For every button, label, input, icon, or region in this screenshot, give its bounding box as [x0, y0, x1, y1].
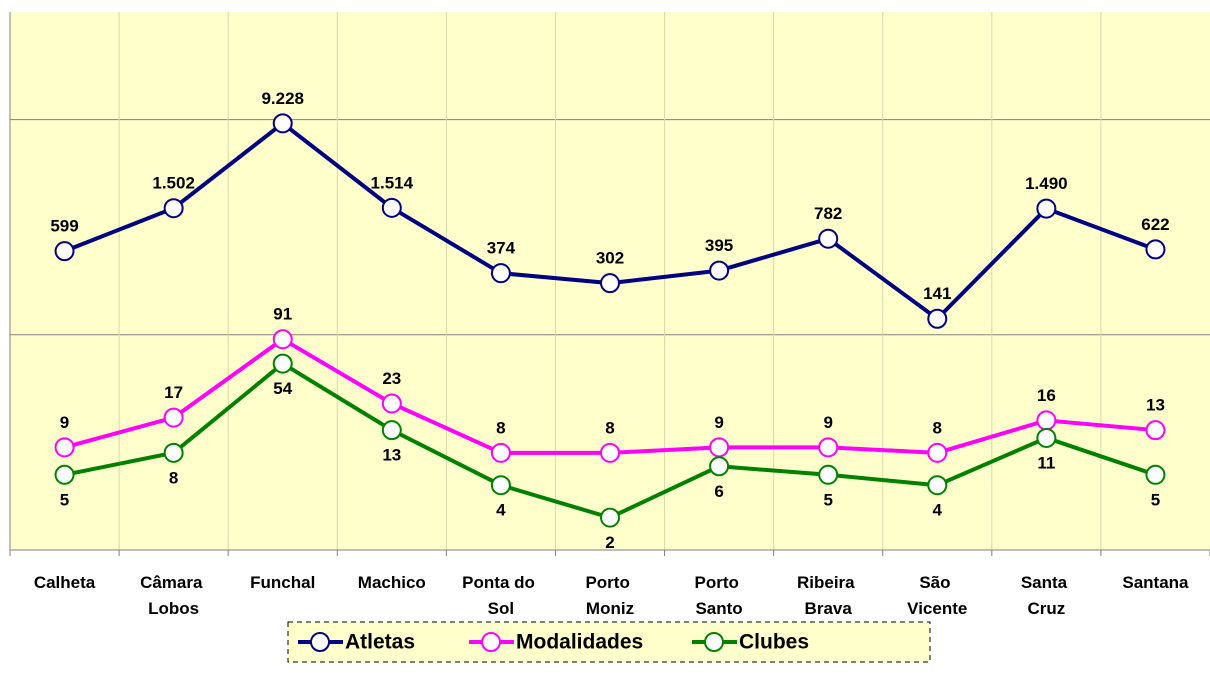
data-label: 1.490 [1025, 174, 1068, 193]
data-label: 91 [273, 305, 292, 324]
point [818, 464, 839, 485]
point [381, 393, 402, 414]
x-tick-label: Ponta do Sol [462, 573, 539, 618]
legend [287, 621, 931, 663]
data-label: 13 [382, 446, 401, 465]
data-label: 8 [496, 418, 505, 437]
point [54, 437, 75, 458]
data-label: 302 [596, 249, 624, 268]
point [1145, 420, 1166, 441]
data-label: 4 [933, 501, 943, 520]
data-label: 395 [705, 236, 733, 255]
legend-marker [704, 632, 724, 652]
point [163, 407, 184, 428]
x-tick-label: Porto Santo [695, 573, 744, 618]
x-tick-label: Calheta [34, 573, 96, 592]
x-tick-label: Santana [1122, 573, 1189, 592]
x-tick-label: Ribeira Brava [797, 573, 859, 618]
x-tick-label: Machico [358, 573, 426, 592]
data-label: 1.514 [371, 173, 414, 192]
point [272, 113, 293, 134]
data-label: 782 [814, 204, 842, 223]
point [1036, 427, 1057, 448]
data-label: 13 [1146, 396, 1165, 415]
x-tick-label: Câmara Lobos [140, 573, 207, 618]
data-label: 5 [1151, 490, 1160, 509]
data-label: 1.502 [152, 174, 195, 193]
legend-marker [481, 632, 501, 652]
data-label: 6 [714, 482, 723, 501]
point [1036, 198, 1057, 219]
data-label: 374 [487, 239, 516, 258]
point [927, 308, 948, 329]
legend-label: Atletas [345, 631, 415, 654]
point [600, 273, 620, 294]
x-tick-label: São Vicente [907, 573, 967, 618]
point [709, 456, 730, 477]
data-label: 9.228 [261, 89, 304, 108]
point [709, 260, 730, 281]
data-label: 2 [605, 533, 614, 552]
point [490, 442, 511, 463]
data-label: 54 [273, 379, 292, 398]
point [1145, 464, 1166, 485]
data-label: 141 [923, 284, 951, 303]
data-label: 8 [605, 418, 614, 437]
data-label: 8 [933, 418, 942, 437]
x-tick-label: Porto Moniz [585, 573, 634, 618]
point [54, 241, 75, 262]
point [600, 507, 620, 528]
data-label: 622 [1141, 215, 1169, 234]
data-label: 8 [169, 468, 178, 487]
point [490, 263, 511, 284]
point [54, 464, 75, 485]
data-label: 23 [382, 369, 401, 388]
point [381, 197, 402, 218]
x-tick-label: Funchal [250, 573, 315, 592]
point [818, 228, 839, 249]
data-label: 5 [60, 490, 69, 509]
point [927, 475, 948, 496]
data-label: 599 [50, 217, 78, 236]
data-label: 11 [1037, 453, 1055, 472]
point [272, 353, 293, 374]
point [163, 442, 184, 463]
point [381, 420, 402, 441]
point [818, 437, 839, 458]
data-label: 4 [496, 501, 506, 520]
legend-label: Modalidades [516, 631, 643, 654]
data-label: 9 [714, 413, 723, 432]
point [490, 475, 511, 496]
point [709, 437, 730, 458]
point [1036, 410, 1057, 431]
point [600, 442, 620, 463]
legend-marker [310, 632, 330, 652]
point [927, 442, 948, 463]
data-label: 5 [823, 490, 832, 509]
point [163, 198, 184, 219]
point [1145, 239, 1166, 260]
legend-label: Clubes [739, 631, 809, 654]
x-tick-label: Santa Cruz [1021, 573, 1072, 618]
data-label: 9 [823, 413, 832, 432]
data-label: 16 [1037, 386, 1056, 405]
point [272, 329, 293, 350]
data-label: 17 [164, 383, 183, 402]
data-label: 9 [60, 413, 69, 432]
